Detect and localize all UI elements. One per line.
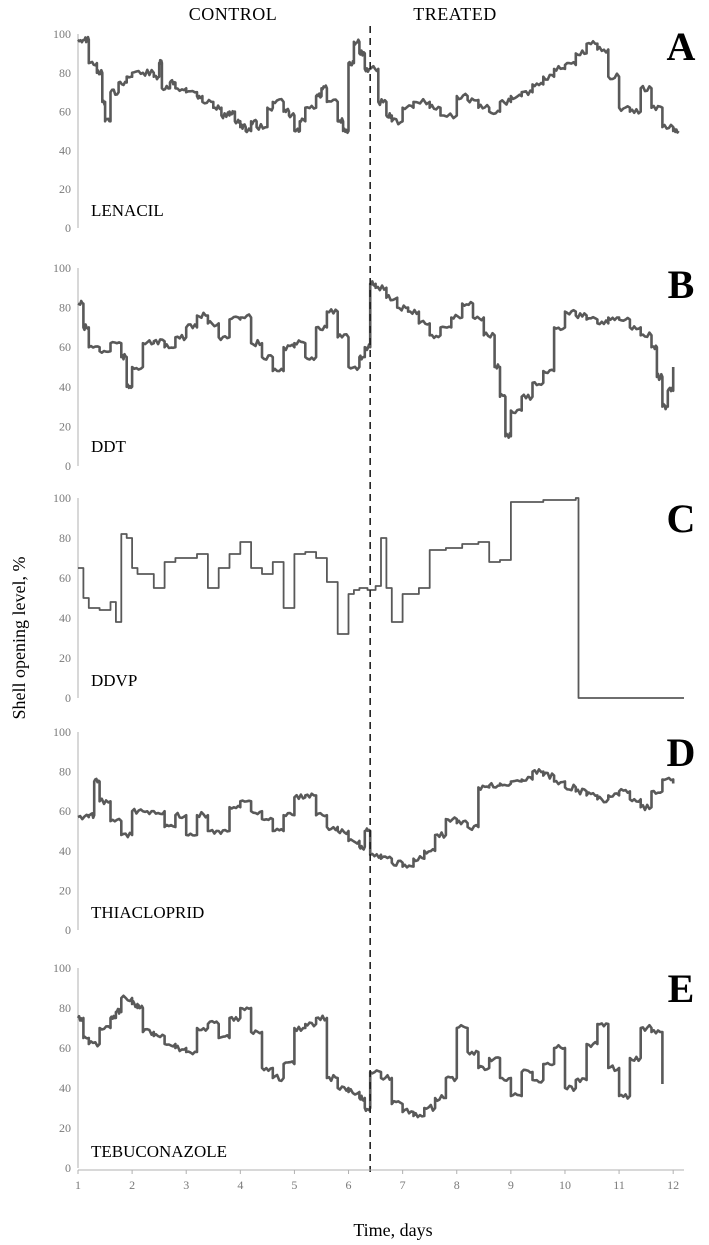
panel-letter: E	[668, 966, 695, 1011]
x-tick-label: 5	[291, 1178, 297, 1192]
y-tick-label: 80	[59, 531, 71, 545]
x-tick-label: 6	[346, 1178, 352, 1192]
compound-label: DDT	[91, 437, 127, 456]
y-axis-label: Shell opening level, %	[9, 557, 29, 720]
panel-a: 0 20 40 60 80 100 A LENACIL	[53, 24, 696, 235]
x-tick-label: 2	[129, 1178, 135, 1192]
x-tick-label: 1	[75, 1178, 81, 1192]
panel-c: 0 20 40 60 80 100 C DDVP	[53, 491, 695, 705]
series-line	[77, 280, 675, 439]
y-tick-label: 80	[59, 301, 71, 315]
y-tick-label: 40	[59, 1081, 71, 1095]
series-line	[77, 768, 675, 869]
y-tick-label: 0	[65, 1161, 71, 1175]
x-tick-label: 11	[613, 1178, 625, 1192]
y-tick-label: 0	[65, 923, 71, 937]
x-tick-label: 3	[183, 1178, 189, 1192]
series-line	[77, 35, 680, 135]
y-tick-label: 100	[53, 491, 71, 505]
treated-label: TREATED	[413, 4, 497, 24]
panel-letter: B	[668, 262, 695, 307]
compound-label: DDVP	[91, 671, 137, 690]
x-tick-label: 8	[454, 1178, 460, 1192]
y-tick-label: 60	[59, 340, 71, 354]
y-tick-label: 100	[53, 27, 71, 41]
compound-label: LENACIL	[91, 201, 164, 220]
y-tick-label: 20	[59, 419, 71, 433]
y-tick-label: 60	[59, 105, 71, 119]
x-tick-label: 9	[508, 1178, 514, 1192]
y-tick-label: 20	[59, 883, 71, 897]
series-line	[78, 497, 684, 699]
compound-label: TEBUCONAZOLE	[91, 1142, 227, 1161]
y-tick-label: 40	[59, 611, 71, 625]
y-tick-label: 40	[59, 380, 71, 394]
y-tick-label: 40	[59, 844, 71, 858]
y-tick-label: 100	[53, 261, 71, 275]
panel-d: 0 20 40 60 80 100 D THIACLOPRID	[53, 725, 695, 937]
x-axis: 1 2 3 4 5 6 7 8 9 10 11 12	[75, 1169, 684, 1192]
y-tick-label: 20	[59, 182, 71, 196]
y-tick-label: 20	[59, 1121, 71, 1135]
panel-e: 0 20 40 60 80 100 E TEBUCONAZOLE	[53, 961, 694, 1175]
x-tick-label: 10	[559, 1178, 571, 1192]
y-tick-label: 60	[59, 804, 71, 818]
y-tick-label: 60	[59, 571, 71, 585]
panels: 0 20 40 60 80 100 A LENACIL 0 20 40 60 80 100 B DDT 0 20 4…	[53, 24, 696, 1175]
y-tick-label: 0	[65, 459, 71, 473]
compound-label: THIACLOPRID	[91, 903, 204, 922]
y-tick-label: 80	[59, 765, 71, 779]
y-tick-label: 80	[59, 66, 71, 80]
y-tick-label: 100	[53, 725, 71, 739]
y-tick-label: 0	[65, 691, 71, 705]
panel-letter: C	[667, 496, 696, 541]
y-tick-label: 60	[59, 1041, 71, 1055]
y-tick-label: 100	[53, 961, 71, 975]
x-tick-label: 7	[400, 1178, 406, 1192]
panel-letter: A	[667, 24, 696, 69]
control-label: CONTROL	[189, 4, 278, 24]
panel-b: 0 20 40 60 80 100 B DDT	[53, 261, 694, 473]
series-line	[76, 994, 664, 1119]
y-tick-label: 40	[59, 143, 71, 157]
y-tick-label: 20	[59, 651, 71, 665]
panel-letter: D	[667, 730, 696, 775]
x-tick-label: 4	[237, 1178, 243, 1192]
y-tick-label: 0	[65, 221, 71, 235]
x-axis-label: Time, days	[353, 1220, 432, 1240]
y-tick-label: 80	[59, 1001, 71, 1015]
x-tick-label: 12	[667, 1178, 679, 1192]
